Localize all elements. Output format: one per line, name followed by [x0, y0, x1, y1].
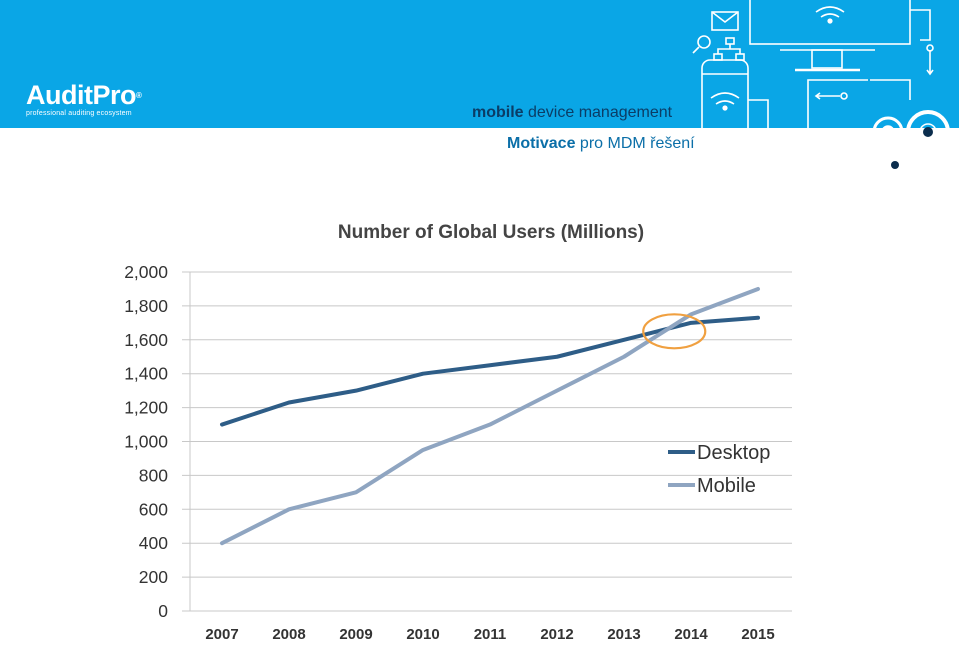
y-tick-label: 800 — [139, 465, 168, 485]
y-tick-label: 2,000 — [124, 262, 168, 282]
slide-title: Motivace pro MDM řešení — [507, 135, 695, 153]
x-tick-label: 2008 — [272, 626, 305, 643]
auditpro-logo: AuditPro® professional auditing ecosyste… — [26, 80, 142, 118]
chart-title: Number of Global Users (Millions) — [338, 222, 644, 243]
legend-label: Desktop — [697, 442, 770, 464]
y-tick-label: 1,800 — [124, 296, 168, 316]
x-tick-label: 2009 — [339, 626, 372, 643]
logo-registered-mark: ® — [136, 91, 142, 100]
header-subtitle: mobile device management — [472, 104, 672, 122]
magnifier-icon — [697, 35, 711, 49]
y-tick-label: 400 — [139, 533, 168, 553]
x-tick-label: 2007 — [205, 626, 238, 643]
crossover-highlight — [642, 313, 707, 350]
y-tick-label: 200 — [139, 567, 168, 587]
series-line-desktop — [220, 315, 760, 427]
device-network-illustration — [692, 0, 959, 265]
y-tick-label: 600 — [139, 499, 168, 519]
header-subtitle-bold: mobile — [472, 104, 524, 121]
highlight-circle — [642, 313, 707, 350]
header-subtitle-rest: device management — [523, 104, 673, 121]
chart-legend: Desktop Mobile — [668, 442, 770, 497]
monitor-icon — [749, 0, 911, 45]
chart-gridlines — [182, 271, 792, 612]
logo-name: AuditPro — [26, 80, 137, 110]
y-tick-label: 1,000 — [124, 432, 168, 452]
y-tick-label: 1,400 — [124, 364, 168, 384]
y-tick-label: 0 — [158, 601, 168, 621]
x-tick-label: 2015 — [741, 626, 774, 643]
y-tick-label: 1,600 — [124, 330, 168, 350]
slide-title-rest: pro MDM řešení — [575, 135, 695, 152]
series-line-mobile — [220, 286, 760, 546]
wifi-icon — [815, 6, 845, 13]
x-tick-label: 2014 — [674, 626, 708, 643]
x-tick-label: 2010 — [406, 626, 439, 643]
y-tick-label: 1,200 — [124, 398, 168, 418]
x-axis-ticks: 2007 2008 2009 2010 2011 2012 2013 2014 2015 — [205, 626, 774, 643]
x-tick-label: 2012 — [540, 626, 573, 643]
chart-series — [220, 286, 760, 546]
header-banner — [0, 0, 959, 128]
logo-tagline: professional auditing ecosystem — [26, 110, 132, 117]
legend-label: Mobile — [697, 475, 756, 497]
slide-title-bold: Motivace — [507, 135, 576, 152]
x-tick-label: 2011 — [474, 626, 507, 643]
phone-icon — [701, 59, 749, 179]
gear-icon — [872, 116, 904, 148]
x-tick-label: 2013 — [607, 626, 640, 643]
envelope-icon — [711, 11, 739, 31]
y-axis-ticks: 0 200 400 600 800 1,000 1,200 1,400 1,600 1,800 2,… — [124, 262, 168, 621]
